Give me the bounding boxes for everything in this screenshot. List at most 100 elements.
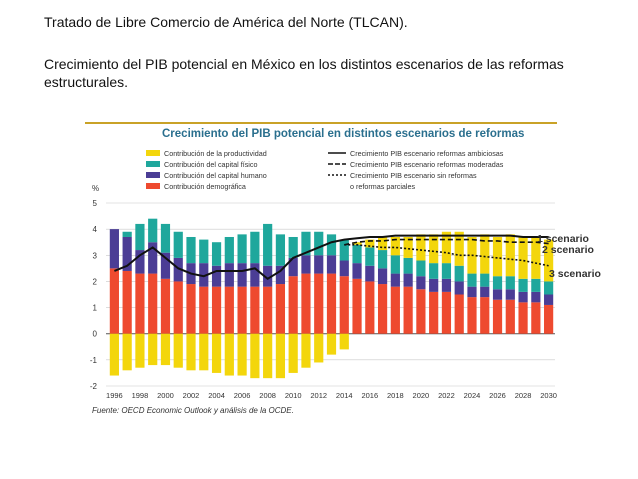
bar-segment bbox=[339, 333, 349, 350]
bar-segment bbox=[275, 234, 286, 266]
bar-segment bbox=[352, 278, 362, 334]
bar-segment bbox=[480, 234, 490, 274]
bar-segment bbox=[518, 236, 528, 279]
series-line bbox=[114, 234, 549, 281]
y-axis-ticks: 5 4 3 2 1 0 -1 -2 bbox=[90, 199, 98, 391]
x-tick-label: 2000 bbox=[157, 391, 174, 400]
x-tick-label: 1998 bbox=[132, 391, 149, 400]
legend-label-demografica: Contribución demográfica bbox=[164, 182, 246, 191]
x-tick-label: 2014 bbox=[336, 391, 353, 400]
bar-segment bbox=[314, 231, 324, 256]
bar-segment bbox=[544, 281, 554, 295]
bar-segment bbox=[135, 223, 145, 251]
bar-segment bbox=[544, 239, 554, 282]
legend-label-sin-reformas: Crecimiento PIB escenario sin reformas bbox=[350, 171, 477, 180]
bar-segment bbox=[186, 333, 196, 371]
bar-segment bbox=[454, 281, 464, 295]
x-tick-label: 2018 bbox=[387, 391, 404, 400]
bar-segment bbox=[250, 263, 260, 287]
bar-segment bbox=[160, 252, 171, 279]
bar-segment bbox=[186, 236, 196, 264]
bar-segment bbox=[467, 297, 477, 334]
bar-segment bbox=[301, 231, 311, 256]
bar-segment bbox=[148, 273, 158, 334]
bar-segment bbox=[263, 286, 273, 334]
x-tick-label: 2004 bbox=[208, 391, 225, 400]
bar-segment bbox=[390, 273, 400, 287]
y-tick-label: 0 bbox=[93, 330, 98, 339]
y-tick-label: 5 bbox=[93, 199, 98, 208]
bar-segment bbox=[109, 333, 119, 376]
bar-segment bbox=[237, 234, 247, 264]
bar-segment bbox=[288, 236, 298, 258]
y-tick-label: -2 bbox=[90, 382, 98, 391]
x-tick-label: 2006 bbox=[234, 391, 251, 400]
bar-segment bbox=[301, 333, 311, 368]
bar-segment bbox=[492, 236, 503, 277]
bar-segment bbox=[544, 294, 554, 305]
bar-segment bbox=[339, 276, 349, 334]
bar-segment bbox=[314, 333, 324, 363]
x-tick-label: 2012 bbox=[310, 391, 327, 400]
bar-segment bbox=[109, 268, 119, 334]
bar-segment bbox=[365, 247, 375, 266]
bar-segment bbox=[480, 297, 490, 334]
x-tick-label: 2020 bbox=[413, 391, 430, 400]
bar-segment bbox=[263, 223, 273, 266]
bar-segment bbox=[454, 231, 464, 266]
bar-segment bbox=[199, 263, 209, 287]
bar-segment bbox=[160, 333, 171, 366]
x-tick-label: 2026 bbox=[489, 391, 506, 400]
bar-segment bbox=[339, 260, 349, 277]
bar-segment bbox=[148, 242, 158, 274]
bar-segment bbox=[377, 268, 388, 285]
bar-segment bbox=[480, 286, 490, 298]
bar-segment bbox=[416, 276, 426, 290]
bar-segment bbox=[365, 281, 375, 334]
bar-segment bbox=[441, 231, 452, 264]
bar-segment bbox=[173, 333, 183, 368]
bar-segment bbox=[224, 286, 234, 334]
bar-segment bbox=[224, 333, 234, 376]
bar-segment bbox=[199, 333, 209, 371]
legend-label-capital-humano: Contribución del capital humano bbox=[164, 171, 267, 180]
bar-segment bbox=[122, 270, 132, 334]
bar-segment bbox=[250, 286, 260, 334]
bar-segment bbox=[403, 273, 413, 287]
legend-swatch-demografica bbox=[146, 183, 160, 189]
bar-segment bbox=[263, 333, 273, 379]
bar-segment bbox=[492, 299, 503, 334]
bar-segment bbox=[480, 273, 490, 287]
bars bbox=[109, 218, 554, 379]
bar-segment bbox=[173, 231, 183, 258]
legend-swatch-productividad bbox=[146, 150, 160, 156]
x-tick-label: 2002 bbox=[183, 391, 200, 400]
bar-segment bbox=[199, 239, 209, 264]
bar-segment bbox=[429, 234, 439, 264]
bar-segment bbox=[352, 242, 362, 245]
bar-segment bbox=[454, 294, 464, 334]
annotation-scenario-1: 1 scenario bbox=[537, 233, 589, 245]
bar-segment bbox=[390, 255, 400, 274]
bar-segment bbox=[390, 236, 400, 256]
bar-segment bbox=[301, 273, 311, 334]
x-tick-label: 2008 bbox=[259, 391, 276, 400]
bar-segment bbox=[173, 257, 183, 282]
bar-segment bbox=[429, 263, 439, 279]
legend-label-productividad: Contribución de la productividad bbox=[164, 149, 267, 158]
bar-segment bbox=[326, 255, 337, 274]
bar-segment bbox=[377, 284, 388, 334]
bar-segment bbox=[211, 242, 222, 266]
bar-segment bbox=[275, 333, 286, 379]
bar-segment bbox=[531, 302, 541, 334]
bar-segment bbox=[237, 286, 247, 334]
bar-segment bbox=[377, 250, 388, 269]
bar-segment bbox=[135, 250, 145, 274]
bar-segment bbox=[518, 278, 528, 292]
bar-segment bbox=[314, 255, 324, 274]
legend-swatch-capital-fisico bbox=[146, 161, 160, 167]
bar-segment bbox=[416, 234, 426, 261]
bar-segment bbox=[429, 278, 439, 292]
bar-segment bbox=[326, 273, 337, 334]
